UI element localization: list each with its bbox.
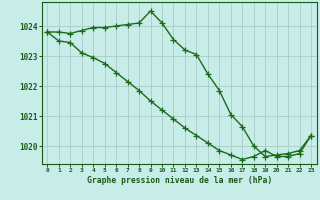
X-axis label: Graphe pression niveau de la mer (hPa): Graphe pression niveau de la mer (hPa): [87, 176, 272, 185]
